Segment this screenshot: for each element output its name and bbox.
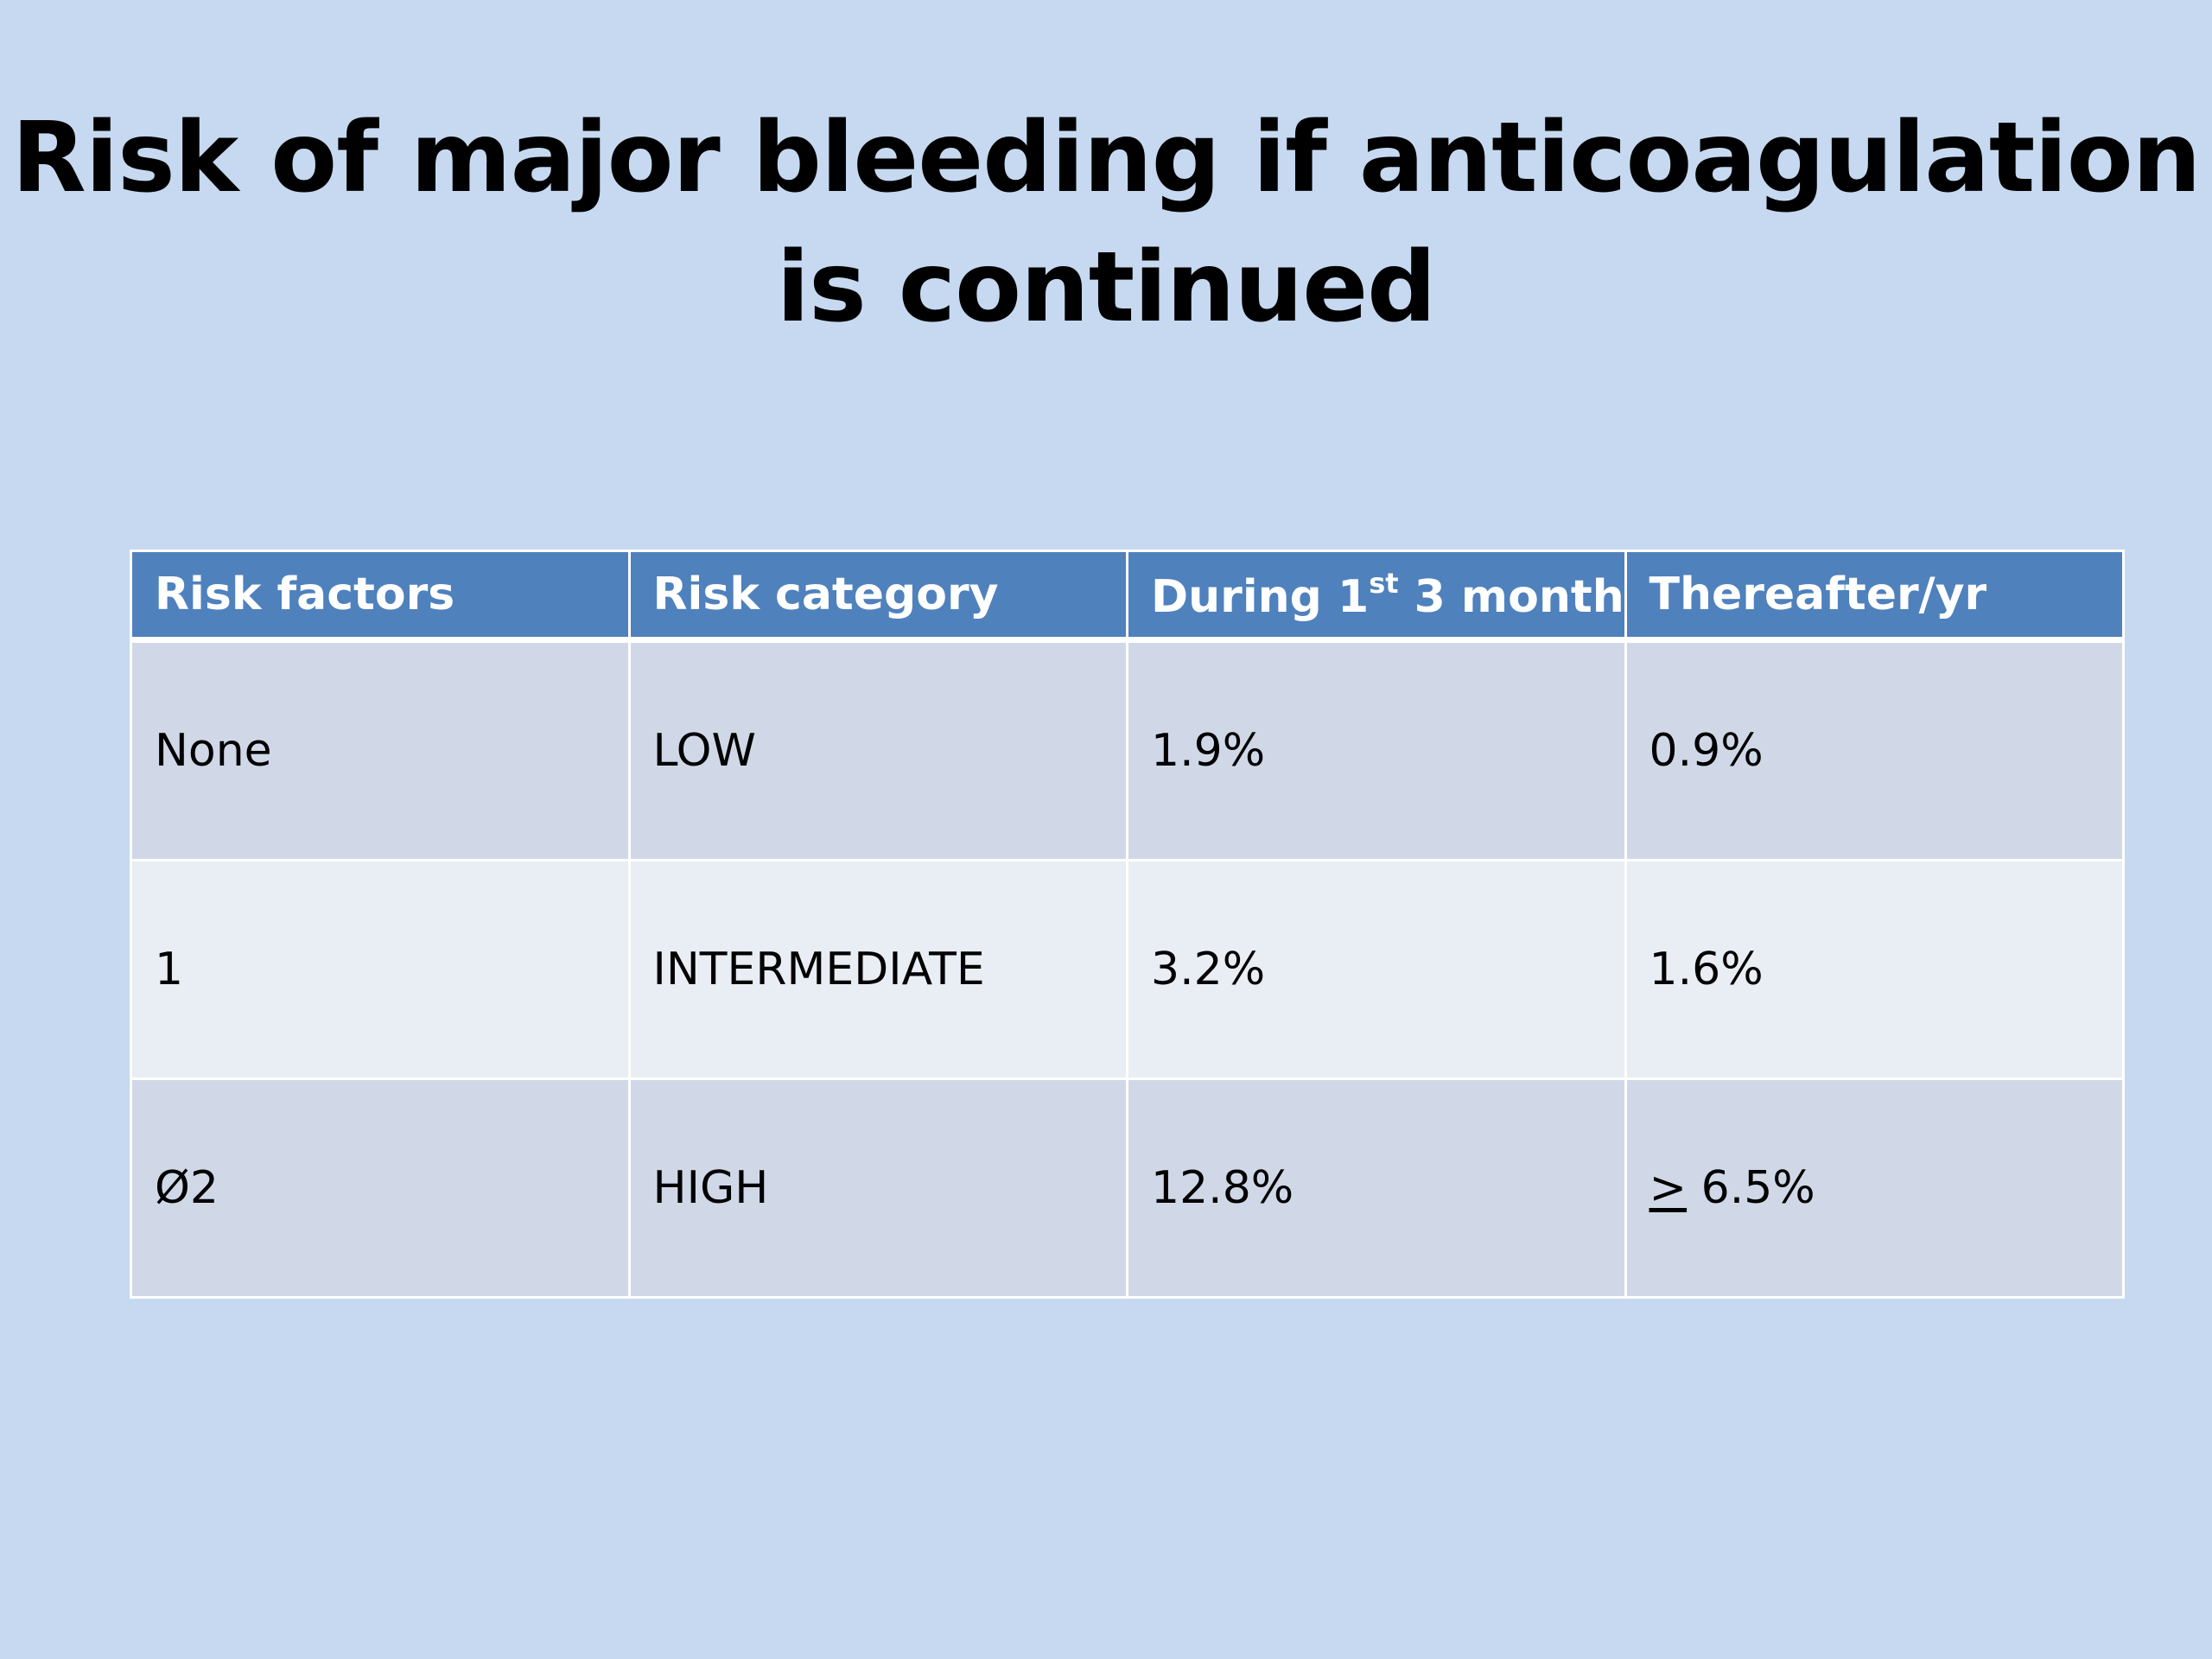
header-first-3-months-sup: st <box>1369 566 1399 600</box>
slide-title-line-2: is continued <box>776 232 1437 344</box>
slide-title: Risk of major bleeding if anticoagulatio… <box>0 93 2212 353</box>
cell-first-3-months: 1.9% <box>1126 639 1627 861</box>
cell-thereafter-value: 6.5% <box>1687 1162 1815 1214</box>
cell-thereafter-value: 0.9% <box>1649 725 1764 777</box>
cell-first-3-months: 12.8% <box>1126 1077 1627 1299</box>
cell-risk-category: HIGH <box>627 1077 1128 1299</box>
table-row-intermediate: 1 INTERMEDIATE 3.2% 1.6% <box>130 859 2125 1080</box>
cell-risk-factors: 1 <box>130 859 631 1080</box>
cell-thereafter: 1.6% <box>1624 859 2125 1080</box>
table-row-low: None LOW 1.9% 0.9% <box>130 639 2125 861</box>
slide-title-line-1: Risk of major bleeding if anticoagulatio… <box>11 102 2202 214</box>
cell-risk-category: LOW <box>627 639 1128 861</box>
cell-risk-factors: Ø2 <box>130 1077 631 1299</box>
header-risk-factors: Risk factors <box>130 550 631 643</box>
cell-thereafter: > 6.5% <box>1624 1077 2125 1299</box>
cell-thereafter-value: 1.6% <box>1649 944 1764 995</box>
header-risk-category: Risk category <box>627 550 1128 643</box>
bleeding-risk-table: Risk factors Risk category During 1st 3 … <box>130 550 2125 1299</box>
cell-thereafter-symbol: > <box>1649 1162 1688 1214</box>
table-row-high: Ø2 HIGH 12.8% > 6.5% <box>130 1077 2125 1299</box>
header-first-3-months: During 1st 3 months <box>1126 550 1627 643</box>
table-header-row: Risk factors Risk category During 1st 3 … <box>130 550 2125 643</box>
cell-risk-factors: None <box>130 639 631 861</box>
cell-thereafter: 0.9% <box>1624 639 2125 861</box>
header-first-3-months-post: 3 months <box>1414 570 1624 623</box>
cell-risk-category: INTERMEDIATE <box>627 859 1128 1080</box>
cell-first-3-months: 3.2% <box>1126 859 1627 1080</box>
header-first-3-months-pre: During 1 <box>1151 570 1370 623</box>
header-thereafter: Thereafter/yr <box>1624 550 2125 643</box>
